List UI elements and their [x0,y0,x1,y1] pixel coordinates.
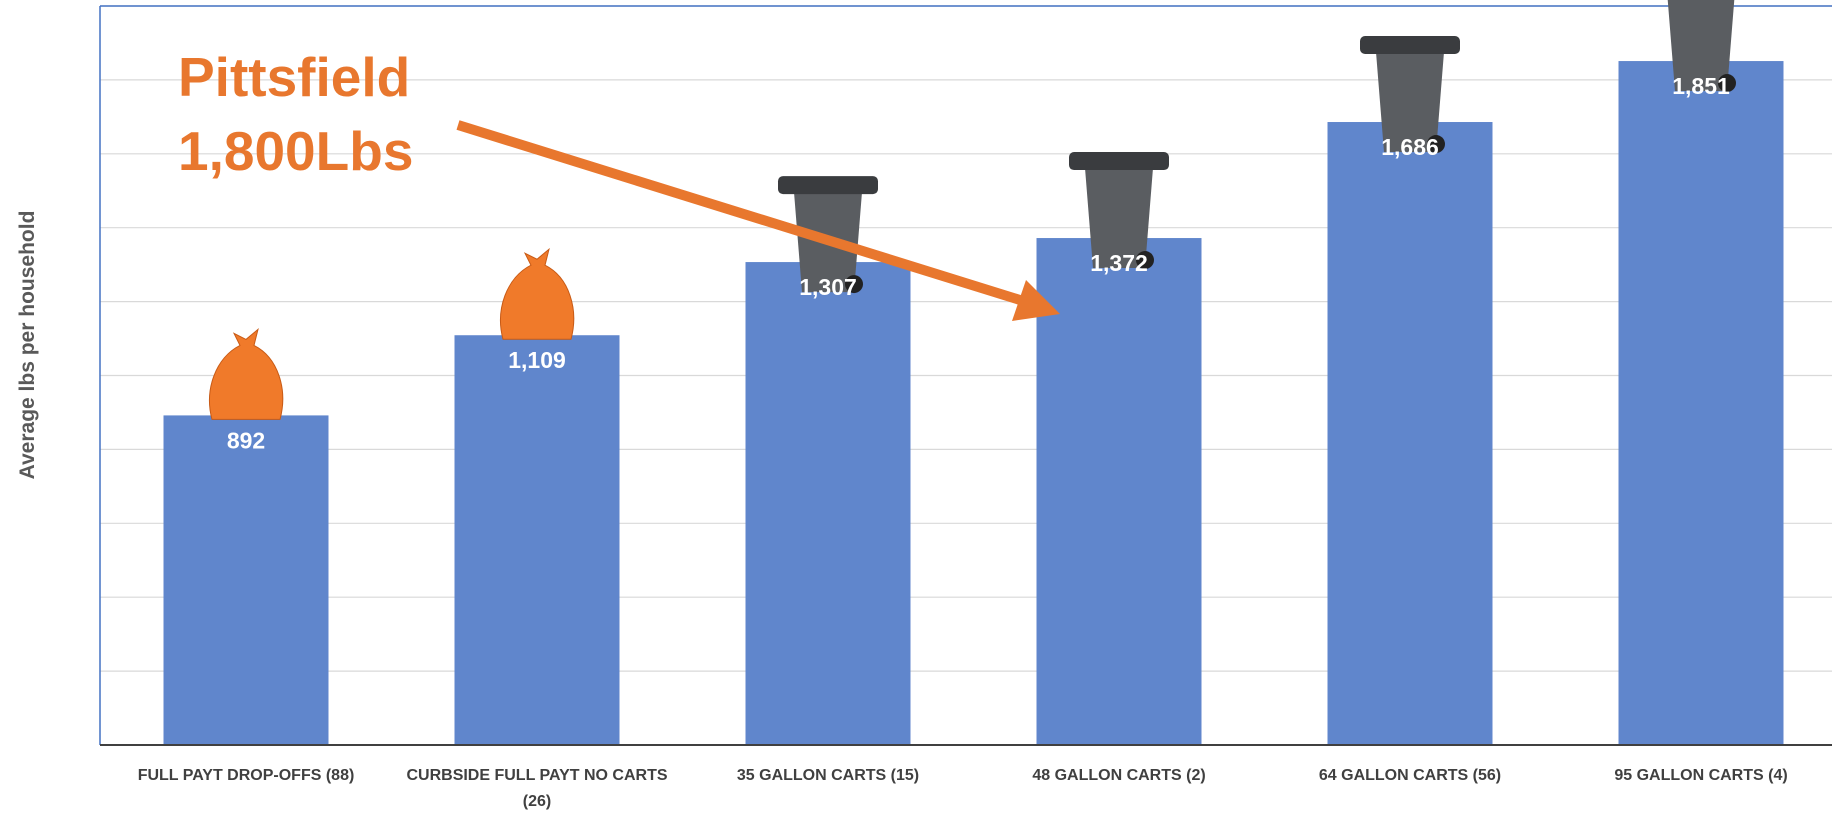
value-label: 1,851 [1672,73,1730,99]
x-tick-label: 64 GALLON CARTS (56) [1318,767,1502,784]
cart-body [1085,168,1153,269]
cart-icon [1069,152,1169,270]
x-tick-label: 48 GALLON CARTS (2) [1032,767,1206,784]
annotation-arrowhead [1012,280,1060,321]
annotation: Pittsfield [178,46,410,108]
cart-wheel [1427,135,1445,154]
value-label: 1,686 [1381,134,1439,160]
value-label: 892 [227,427,265,453]
bar [1327,122,1493,745]
bar [163,415,329,745]
bag-body [500,247,575,340]
cart-wheel [1136,251,1154,270]
x-tick-label: 35 GALLON CARTS (15) [736,767,920,784]
x-tick-label: 95 GALLON CARTS (4) [1614,767,1788,784]
bag-icon [209,328,284,420]
x-tick-label: FULL PAYT DROP-OFFS (88) [137,767,355,784]
cart-lid [1360,36,1460,55]
cart-icon [1360,36,1460,154]
y-axis-title: Average lbs per household [16,211,39,480]
value-label: 1,372 [1090,250,1148,276]
value-label: 1,109 [508,347,566,373]
value-label: 1,307 [799,274,857,300]
cart-body [1376,52,1444,153]
cart-wheel [845,275,863,294]
annotation-arrow [456,120,1022,305]
bag-body [209,328,284,420]
bar [454,335,620,745]
bar [1036,238,1202,745]
cart-body [1667,0,1735,92]
cart-lid [1069,152,1169,171]
annotation: 1,800Lbs [178,120,413,182]
cart-lid [778,176,878,195]
bar [1618,61,1784,746]
bar [745,262,911,745]
x-tick-label: CURBSIDE FULL PAYT NO CARTS (26) [406,767,668,810]
cart-icon [1667,0,1736,93]
cart-wheel [1718,74,1736,93]
bag-icon [500,247,575,340]
